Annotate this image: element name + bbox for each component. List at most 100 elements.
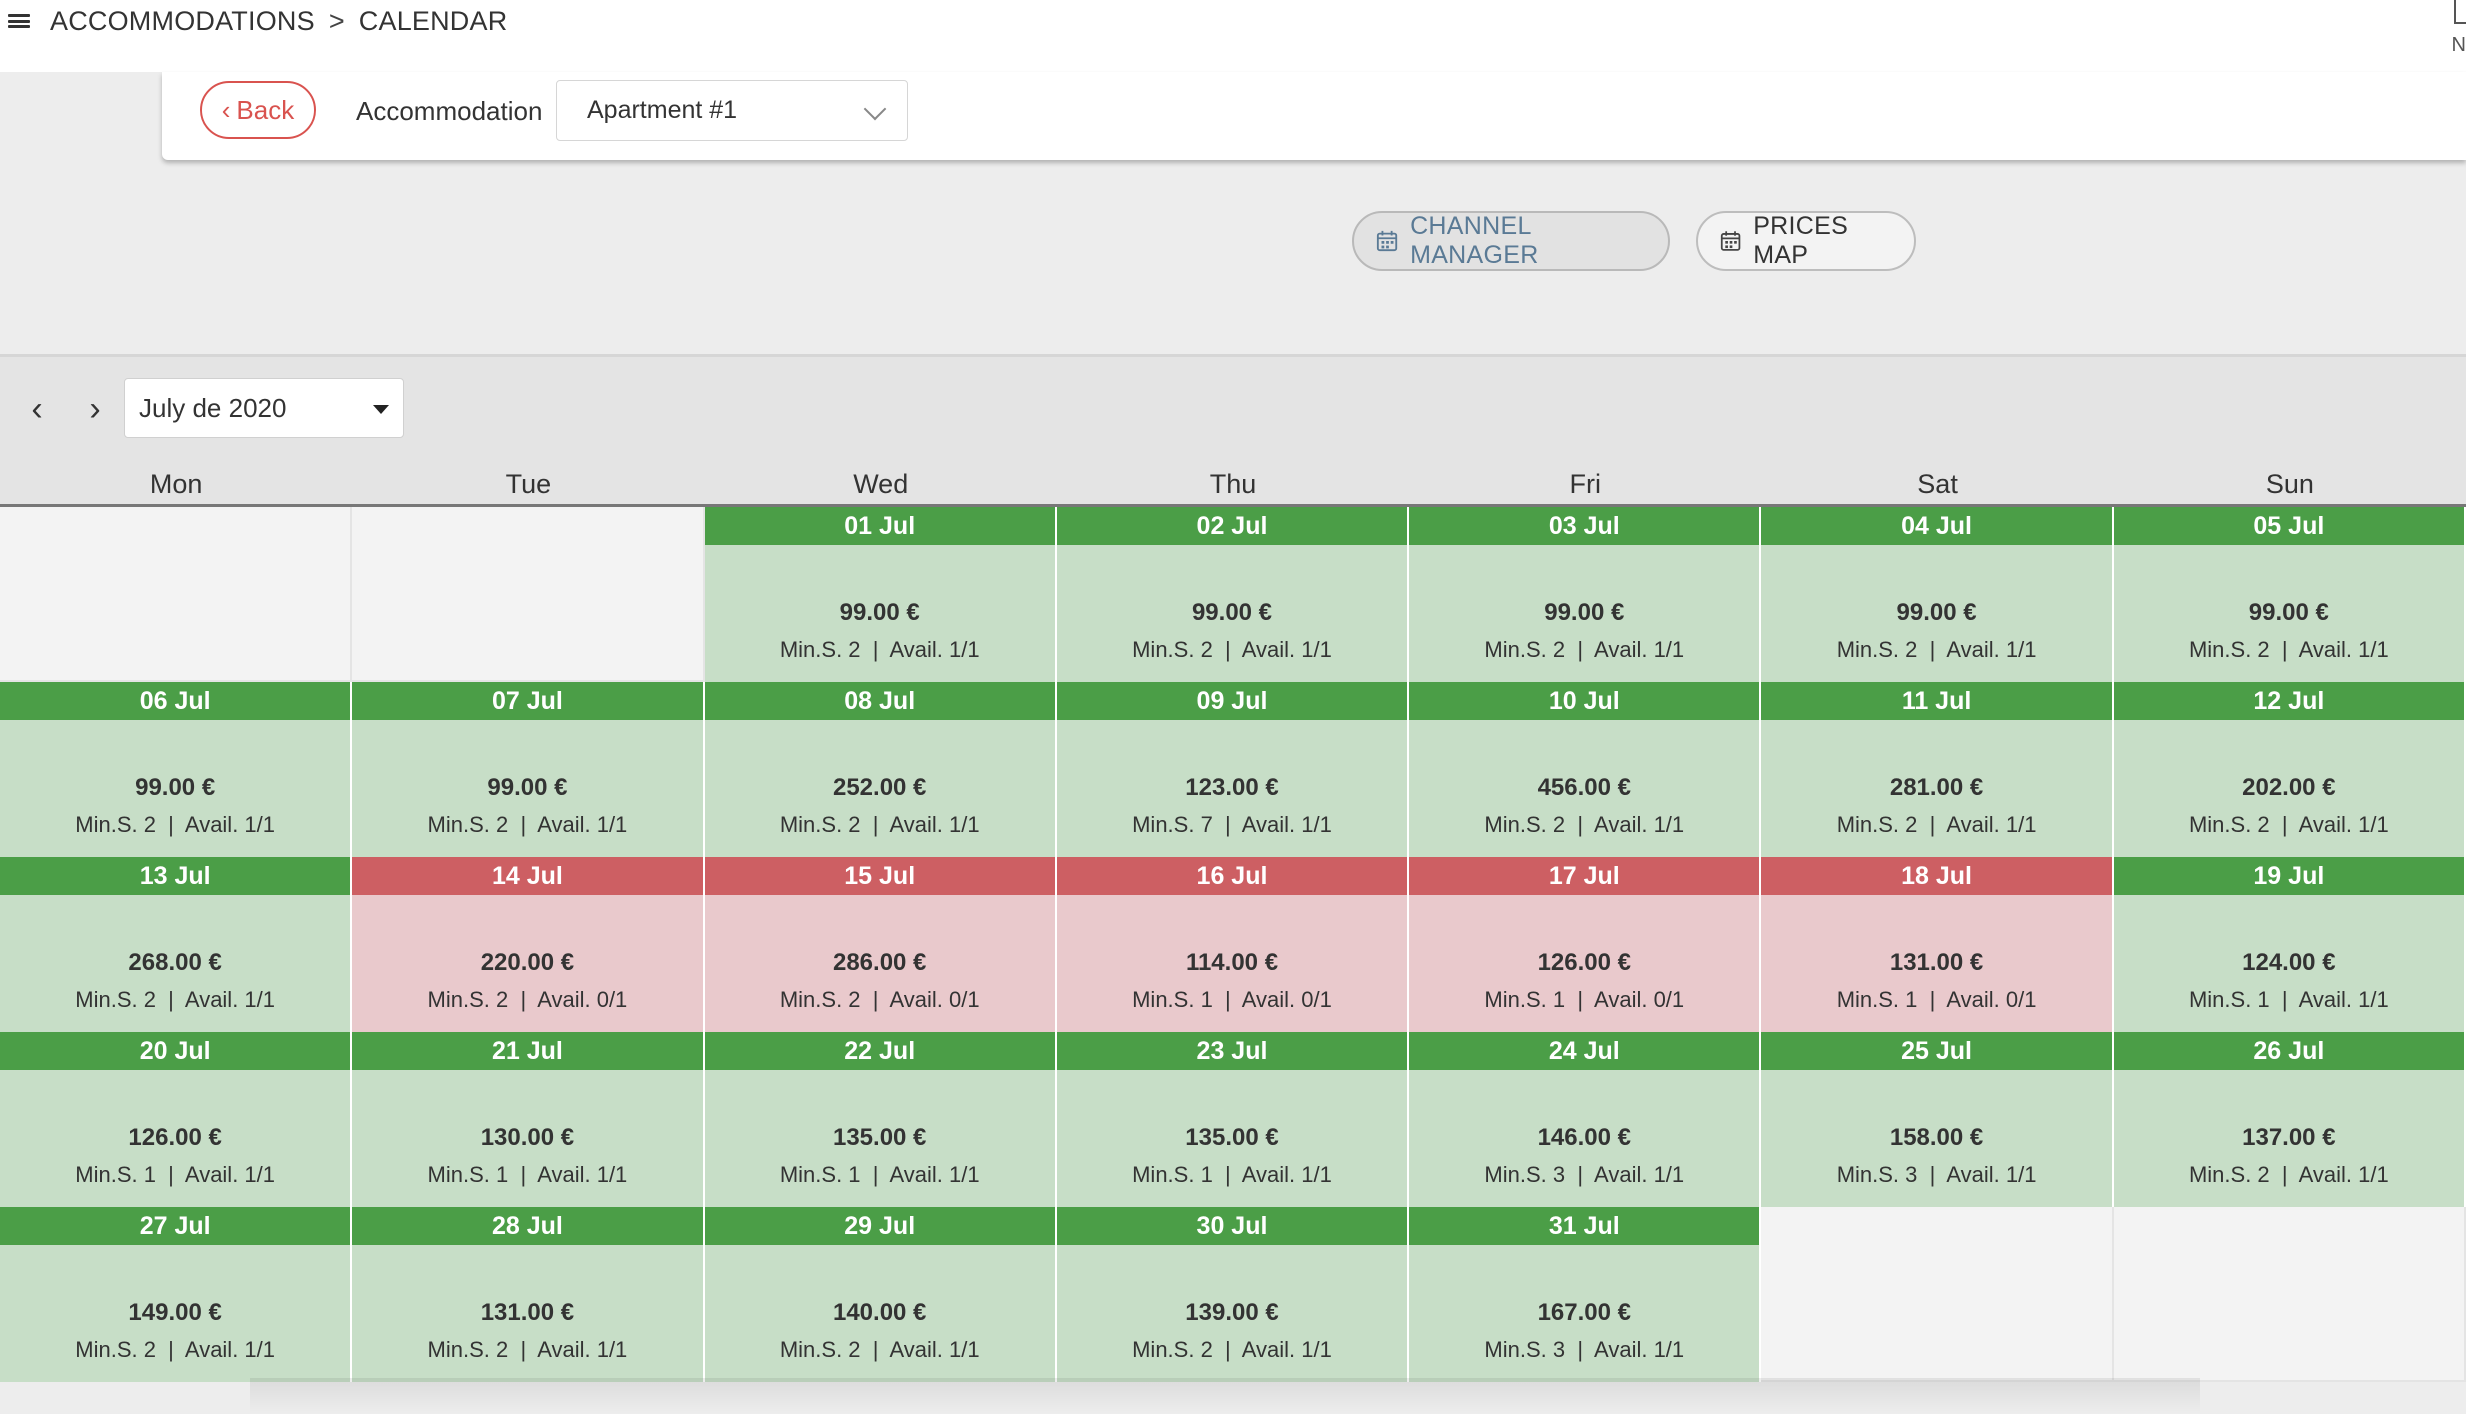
breadcrumb-accommodations[interactable]: ACCOMMODATIONS xyxy=(50,6,315,36)
day-stay-info: Min.S. 2 | Avail. 1/1 xyxy=(1836,637,2037,662)
day-date: 10 Jul xyxy=(1409,682,1760,720)
day-stay-info: Min.S. 2 | Avail. 0/1 xyxy=(427,987,628,1012)
calendar-day-cell[interactable]: 14 Jul 220.00 € Min.S. 2 | Avail. 0/1 xyxy=(352,857,705,1032)
day-price: 281.00 € xyxy=(1889,774,1984,801)
day-price: 135.00 € xyxy=(1185,1124,1279,1151)
weekday-sat: Sat xyxy=(1917,469,1958,499)
calendar-day-cell[interactable]: 12 Jul 202.00 € Min.S. 2 | Avail. 1/1 xyxy=(2113,682,2466,857)
chevron-left-icon: ‹ xyxy=(221,95,231,125)
calendar-day-cell[interactable]: 25 Jul 158.00 € Min.S. 3 | Avail. 1/1 xyxy=(1761,1032,2114,1207)
day-price: 167.00 € xyxy=(1537,1299,1631,1326)
calendar-icon xyxy=(1720,231,1741,251)
day-price: 268.00 € xyxy=(128,949,222,976)
day-stay-info: Min.S. 2 | Avail. 1/1 xyxy=(779,637,980,662)
day-stay-info: Min.S. 2 | Avail. 1/1 xyxy=(427,1337,628,1362)
day-date: 07 Jul xyxy=(352,682,703,720)
channel-manager-button[interactable]: CHANNEL MANAGER xyxy=(1352,211,1670,271)
calendar-day-cell[interactable]: 13 Jul 268.00 € Min.S. 2 | Avail. 1/1 xyxy=(0,857,353,1032)
calendar-day-cell[interactable]: 06 Jul 99.00 € Min.S. 2 | Avail. 1/1 xyxy=(0,682,353,857)
day-date: 22 Jul xyxy=(704,1032,1055,1070)
month-select-value: July de 2020 xyxy=(139,392,287,423)
weekday-fri: Fri xyxy=(1569,469,1602,499)
day-stay-info: Min.S. 1 | Avail. 1/1 xyxy=(2188,987,2389,1012)
calendar-day-cell[interactable]: 19 Jul 124.00 € Min.S. 1 | Avail. 1/1 xyxy=(2113,857,2466,1032)
calendar-day-cell[interactable]: 02 Jul 99.00 € Min.S. 2 | Avail. 1/1 xyxy=(1056,507,1410,682)
calendar-day-cell[interactable]: 10 Jul 456.00 € Min.S. 2 | Avail. 1/1 xyxy=(1409,682,1762,857)
day-stay-info: Min.S. 7 | Avail. 1/1 xyxy=(1132,812,1332,837)
calendar-day-cell[interactable]: 22 Jul 135.00 € Min.S. 1 | Avail. 1/1 xyxy=(704,1032,1057,1207)
weekday-header: Mon Tue Wed Thu Fri Sat Sun xyxy=(0,466,2466,507)
day-date: 08 Jul xyxy=(704,682,1055,720)
day-stay-info: Min.S. 1 | Avail. 1/1 xyxy=(427,1162,628,1187)
day-price: 99.00 € xyxy=(487,774,568,801)
calendar-day-cell[interactable]: 08 Jul 252.00 € Min.S. 2 | Avail. 1/1 xyxy=(704,682,1057,857)
day-date: 19 Jul xyxy=(2113,857,2464,895)
day-stay-info: Min.S. 2 | Avail. 1/1 xyxy=(2188,1162,2389,1187)
accommodation-label: Accommodation xyxy=(356,96,543,126)
calendar-day-cell[interactable]: 29 Jul 140.00 € Min.S. 2 | Avail. 1/1 xyxy=(704,1207,1057,1382)
day-date: 30 Jul xyxy=(1056,1207,1408,1245)
calendar-day-cell[interactable]: 01 Jul 99.00 € Min.S. 2 | Avail. 1/1 xyxy=(704,507,1057,682)
calendar-day-cell[interactable]: 03 Jul 99.00 € Min.S. 2 | Avail. 1/1 xyxy=(1409,507,1762,682)
calendar-day-cell[interactable]: 15 Jul 286.00 € Min.S. 2 | Avail. 0/1 xyxy=(704,857,1057,1032)
calendar-day-cell[interactable]: 04 Jul 99.00 € Min.S. 2 | Avail. 1/1 xyxy=(1761,507,2114,682)
accommodation-toolbar: ‹ Back Accommodation Apartment #1 xyxy=(162,72,2466,160)
calendar-day-cell[interactable]: 05 Jul 99.00 € Min.S. 2 | Avail. 1/1 xyxy=(2113,507,2466,682)
calendar-day-cell[interactable]: 27 Jul 149.00 € Min.S. 2 | Avail. 1/1 xyxy=(0,1207,353,1382)
calendar-day-cell[interactable]: 26 Jul 137.00 € Min.S. 2 | Avail. 1/1 xyxy=(2113,1032,2466,1207)
channel-manager-label: CHANNEL MANAGER xyxy=(1410,212,1539,269)
calendar-day-cell[interactable]: 23 Jul 135.00 € Min.S. 1 | Avail. 1/1 xyxy=(1056,1032,1410,1207)
calendar-day-cell[interactable]: 07 Jul 99.00 € Min.S. 2 | Avail. 1/1 xyxy=(352,682,705,857)
day-stay-info: Min.S. 2 | Avail. 1/1 xyxy=(1484,812,1685,837)
day-date: 18 Jul xyxy=(1761,857,2112,895)
day-date: 13 Jul xyxy=(0,857,351,895)
calendar-day-cell[interactable]: 18 Jul 131.00 € Min.S. 1 | Avail. 0/1 xyxy=(1761,857,2114,1032)
day-price: 99.00 € xyxy=(2248,599,2329,626)
calendar-day-cell[interactable]: 30 Jul 139.00 € Min.S. 2 | Avail. 1/1 xyxy=(1056,1207,1410,1382)
calendar-day-cell[interactable]: 16 Jul 114.00 € Min.S. 1 | Avail. 0/1 xyxy=(1056,857,1410,1032)
accommodation-select[interactable]: Apartment #1 xyxy=(556,80,908,141)
day-date: 15 Jul xyxy=(704,857,1055,895)
hamburger-icon[interactable] xyxy=(8,10,30,32)
weekday-tue: Tue xyxy=(505,469,552,499)
prices-map-button[interactable]: PRICES MAP xyxy=(1696,211,1916,271)
calendar-day-cell[interactable]: 28 Jul 131.00 € Min.S. 2 | Avail. 1/1 xyxy=(352,1207,705,1382)
day-price: 126.00 € xyxy=(128,1124,222,1151)
day-date: 04 Jul xyxy=(1761,507,2112,545)
calendar-day-cell[interactable]: 17 Jul 126.00 € Min.S. 1 | Avail. 0/1 xyxy=(1409,857,1762,1032)
calendar-day-cell[interactable]: 11 Jul 281.00 € Min.S. 2 | Avail. 1/1 xyxy=(1761,682,2114,857)
calendar-day-cell[interactable]: 31 Jul 167.00 € Min.S. 3 | Avail. 1/1 xyxy=(1409,1207,1762,1382)
calendar-day-cell[interactable]: 09 Jul 123.00 € Min.S. 7 | Avail. 1/1 xyxy=(1056,682,1410,857)
day-price: 456.00 € xyxy=(1537,774,1631,801)
bottom-shadow xyxy=(250,1378,2200,1414)
next-month-button[interactable]: › xyxy=(89,390,101,428)
corner-letter: N xyxy=(2451,34,2466,56)
day-date: 09 Jul xyxy=(1056,682,1408,720)
breadcrumb: ACCOMMODATIONS > CALENDAR xyxy=(50,6,507,37)
calendar-day-cell[interactable]: 24 Jul 146.00 € Min.S. 3 | Avail. 1/1 xyxy=(1409,1032,1762,1207)
day-price: 126.00 € xyxy=(1537,949,1631,976)
day-date: 03 Jul xyxy=(1409,507,1760,545)
calendar-day-cell[interactable]: 21 Jul 130.00 € Min.S. 1 | Avail. 1/1 xyxy=(352,1032,705,1207)
top-bar: ACCOMMODATIONS > CALENDAR N xyxy=(0,0,2466,72)
day-stay-info: Min.S. 2 | Avail. 1/1 xyxy=(779,1337,980,1362)
day-date: 24 Jul xyxy=(1409,1032,1760,1070)
day-price: 135.00 € xyxy=(832,1124,927,1151)
day-price: 220.00 € xyxy=(480,949,575,976)
day-date: 26 Jul xyxy=(2113,1032,2464,1070)
calendar-day-cell[interactable]: 20 Jul 126.00 € Min.S. 1 | Avail. 1/1 xyxy=(0,1032,353,1207)
day-price: 140.00 € xyxy=(832,1299,927,1326)
day-price: 124.00 € xyxy=(2242,949,2336,976)
calendar-empty-cell xyxy=(352,507,705,682)
back-button[interactable]: ‹ Back xyxy=(200,81,316,139)
day-stay-info: Min.S. 2 | Avail. 0/1 xyxy=(779,987,980,1012)
day-price: 99.00 € xyxy=(1191,599,1273,626)
day-stay-info: Min.S. 1 | Avail. 1/1 xyxy=(1132,1162,1332,1187)
previous-month-button[interactable]: ‹ xyxy=(31,390,43,428)
day-date: 05 Jul xyxy=(2113,507,2464,545)
back-button-label: Back xyxy=(236,94,295,125)
day-date: 25 Jul xyxy=(1761,1032,2112,1070)
day-stay-info: Min.S. 2 | Avail. 1/1 xyxy=(75,812,276,837)
month-select[interactable]: July de 2020 xyxy=(124,378,404,438)
day-price: 146.00 € xyxy=(1537,1124,1631,1151)
